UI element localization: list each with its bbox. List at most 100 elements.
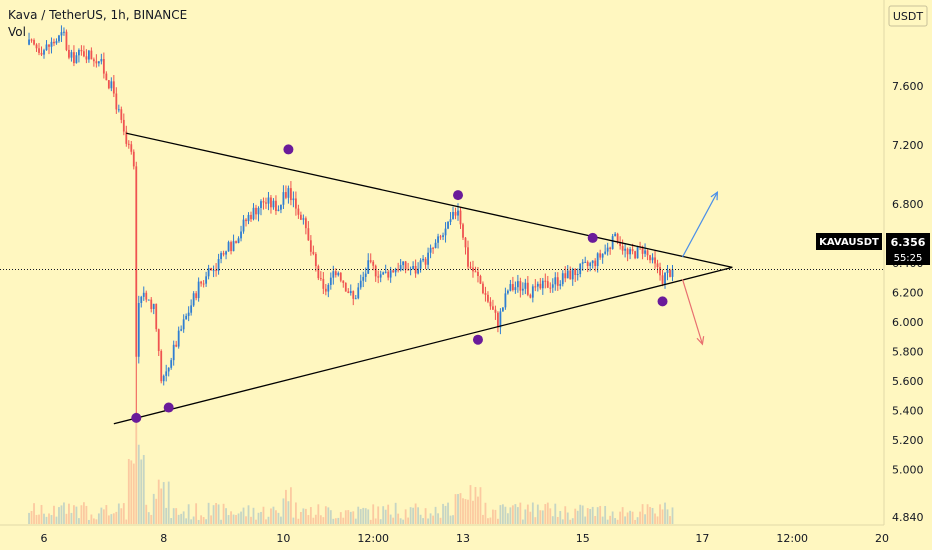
candle-body — [579, 263, 582, 275]
volume-bar — [292, 517, 295, 524]
volume-bar — [73, 505, 75, 524]
volume-bar — [506, 513, 509, 524]
volume-bar — [92, 518, 95, 524]
volume-bar — [110, 514, 113, 524]
candle-body — [549, 287, 552, 289]
time-axis[interactable]: 6 8 10 12:00 13 15 17 12:00 20 — [41, 532, 890, 545]
volume-bar — [53, 505, 55, 524]
volume-indicator-label[interactable]: Vol — [8, 25, 26, 39]
volume-bar — [449, 515, 452, 524]
lower-trendline[interactable] — [113, 266, 733, 425]
candle-body — [75, 55, 78, 64]
candle-body — [482, 283, 484, 294]
candle-body — [212, 270, 215, 272]
candle-body — [80, 49, 83, 52]
pivot-point[interactable] — [472, 334, 483, 345]
volume-bar — [235, 514, 237, 524]
volume-bar — [105, 505, 108, 524]
volume-bar — [509, 507, 512, 524]
candle-body — [656, 263, 659, 268]
candle-body — [646, 250, 649, 256]
volume-bar — [317, 504, 320, 524]
volume-bar — [594, 515, 597, 524]
arrow-up[interactable] — [681, 190, 719, 258]
projection-arrows[interactable] — [681, 190, 719, 346]
candle-body — [78, 49, 80, 56]
candle-body — [190, 305, 193, 313]
volume-bar — [464, 499, 467, 524]
candle-body — [556, 277, 559, 286]
volume-bar — [137, 444, 140, 524]
volume-bar — [147, 512, 150, 524]
candle-body — [217, 259, 220, 271]
arrow-down[interactable] — [681, 279, 705, 346]
candle-body — [409, 269, 412, 271]
volume-bar — [33, 503, 35, 524]
time-tick-label: 12:00 — [357, 532, 389, 545]
pivot-points[interactable] — [131, 144, 668, 423]
trendlines[interactable] — [113, 132, 733, 425]
candle-body — [564, 273, 567, 279]
candle-body — [384, 271, 387, 273]
candle-body — [367, 260, 370, 274]
volume-bar — [162, 482, 165, 524]
candle-body — [434, 242, 437, 249]
candle-body — [53, 41, 55, 44]
volume-bar — [646, 504, 649, 524]
candle-body — [659, 267, 661, 276]
upper-trendline[interactable] — [126, 132, 733, 269]
volume-bar — [551, 516, 554, 524]
volume-bar — [651, 507, 654, 524]
volume-bar — [302, 508, 305, 524]
symbol-badge[interactable]: KAVAUSDT — [816, 233, 882, 250]
candle-body — [634, 251, 636, 259]
volume-bar — [559, 511, 562, 524]
candle-body — [230, 242, 232, 252]
volume-bar — [309, 507, 312, 524]
candle-body — [267, 197, 270, 204]
candle-body — [616, 233, 619, 243]
candle-body — [352, 291, 355, 299]
candle-body — [200, 281, 203, 284]
candle-body — [115, 93, 118, 110]
pivot-point[interactable] — [453, 190, 464, 201]
candle-body — [514, 287, 517, 291]
last-price-badge[interactable]: 6.356 55:25 — [886, 233, 930, 265]
candle-body — [304, 218, 307, 229]
candle-body — [551, 284, 554, 288]
volume-bar — [170, 518, 173, 524]
candle-body — [442, 235, 444, 237]
pivot-point[interactable] — [657, 296, 668, 307]
candle-body — [85, 56, 88, 60]
candle-body — [87, 50, 90, 60]
volume-bar — [467, 499, 469, 524]
candle-body — [516, 281, 519, 288]
candle-body — [35, 44, 38, 49]
volume-bar — [586, 508, 589, 524]
currency-badge[interactable]: USDT — [888, 5, 928, 27]
volume-bar — [487, 518, 489, 524]
volume-bar — [222, 503, 225, 524]
volume-bar — [516, 507, 519, 524]
time-tick-label: 13 — [456, 532, 470, 545]
pivot-point[interactable] — [587, 232, 598, 243]
candle-body — [172, 344, 175, 361]
pivot-point[interactable] — [131, 412, 142, 423]
volume-bar — [202, 517, 205, 524]
candle-body — [439, 236, 442, 238]
pivot-point[interactable] — [163, 402, 174, 413]
volume-bar — [541, 510, 544, 524]
pivot-point[interactable] — [283, 144, 294, 155]
volume-bar — [344, 510, 347, 524]
candle-body — [68, 49, 70, 58]
volume-bar — [265, 519, 267, 524]
volume-bar — [45, 516, 48, 524]
volume-bar — [457, 494, 459, 524]
candle-body — [344, 282, 347, 292]
time-tick-label: 8 — [160, 532, 167, 545]
candle-body — [417, 268, 420, 274]
candle-body — [629, 249, 632, 255]
volume-bar — [107, 515, 110, 524]
